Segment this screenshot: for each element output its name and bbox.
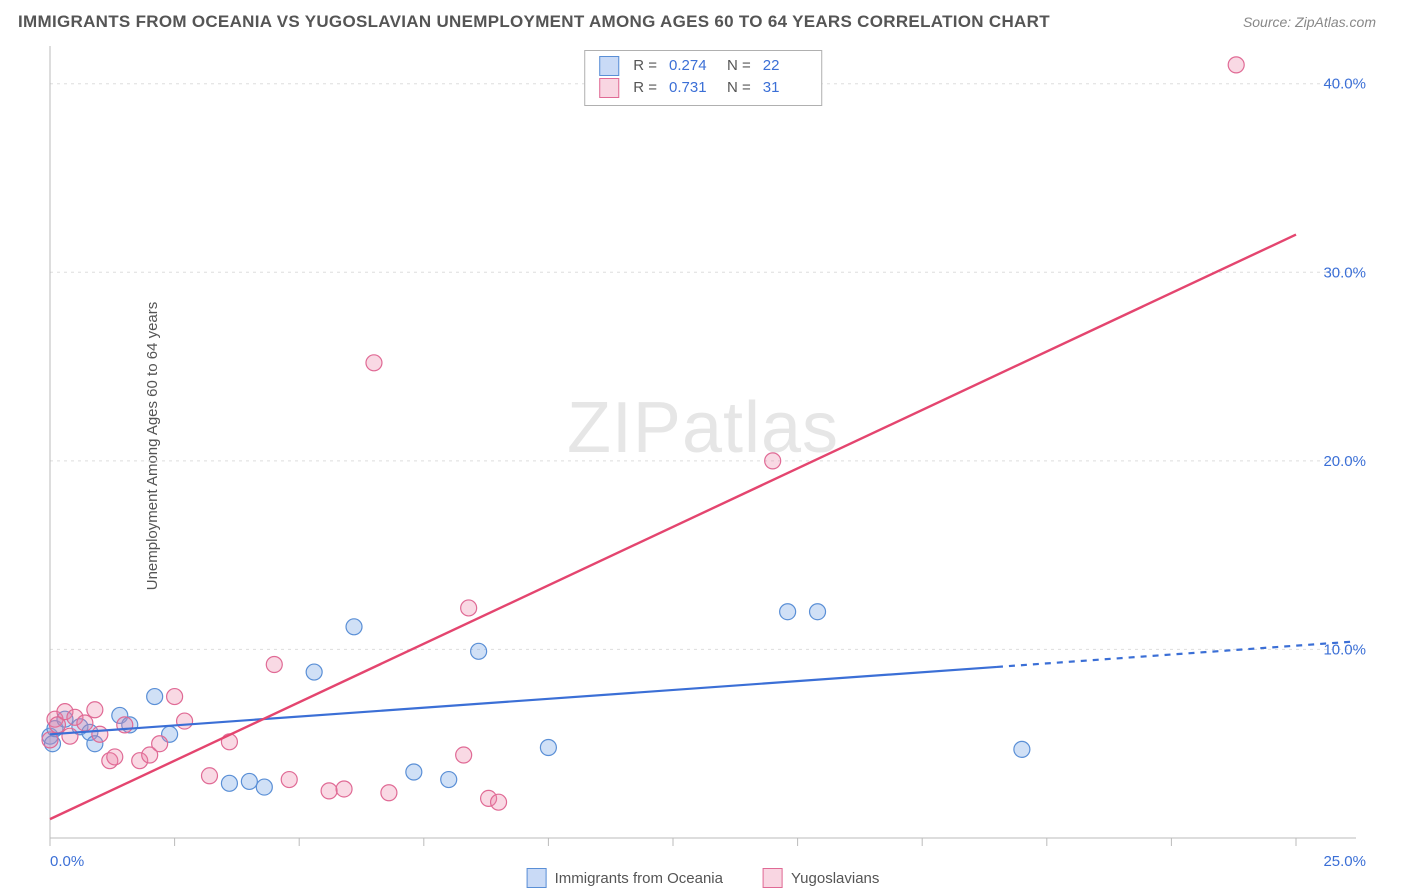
legend-item: Immigrants from Oceania: [527, 868, 723, 888]
r-label: R =: [633, 55, 657, 77]
svg-text:0.0%: 0.0%: [50, 853, 84, 870]
svg-text:10.0%: 10.0%: [1323, 641, 1366, 658]
n-value: 22: [763, 55, 807, 77]
square-icon: [599, 78, 619, 98]
svg-text:30.0%: 30.0%: [1323, 264, 1366, 281]
series-legend: Immigrants from Oceania Yugoslavians: [527, 868, 880, 888]
legend-item: Yugoslavians: [763, 868, 879, 888]
legend-label: Immigrants from Oceania: [555, 870, 723, 887]
square-icon: [599, 56, 619, 76]
n-value: 31: [763, 77, 807, 99]
correlation-legend: R = 0.274 N = 22 R = 0.731 N = 31: [584, 50, 822, 106]
n-label: N =: [727, 77, 751, 99]
scatter-plot: 10.0% 20.0% 30.0% 40.0% 0.0% 25.0%: [0, 0, 1406, 892]
square-icon: [763, 868, 783, 888]
legend-row: R = 0.731 N = 31: [599, 77, 807, 99]
r-label: R =: [633, 77, 657, 99]
svg-text:25.0%: 25.0%: [1323, 853, 1366, 870]
r-value: 0.274: [669, 55, 713, 77]
n-label: N =: [727, 55, 751, 77]
svg-text:40.0%: 40.0%: [1323, 76, 1366, 93]
svg-text:20.0%: 20.0%: [1323, 453, 1366, 470]
legend-label: Yugoslavians: [791, 870, 879, 887]
legend-row: R = 0.274 N = 22: [599, 55, 807, 77]
square-icon: [527, 868, 547, 888]
r-value: 0.731: [669, 77, 713, 99]
